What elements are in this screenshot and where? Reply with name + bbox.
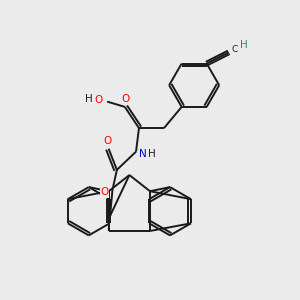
Text: H: H xyxy=(85,94,93,104)
Text: O: O xyxy=(103,136,111,146)
Text: H: H xyxy=(148,149,156,159)
Text: O: O xyxy=(121,94,130,104)
Text: N: N xyxy=(139,149,146,159)
Text: C: C xyxy=(232,45,238,54)
Text: O: O xyxy=(95,95,103,105)
Text: O: O xyxy=(100,187,108,197)
Text: H: H xyxy=(240,40,248,50)
